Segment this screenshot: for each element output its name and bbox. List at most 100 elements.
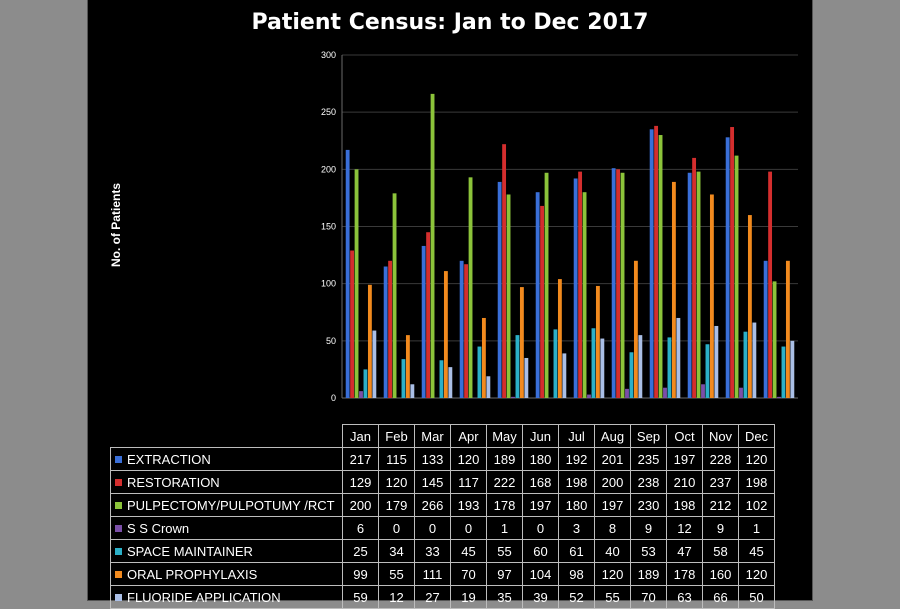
chart-title: Patient Census: Jan to Dec 2017 [251,10,649,35]
y-tick-label: 200 [321,164,336,174]
bar [573,178,578,398]
x-tick-label: Oct [666,424,703,448]
data-label: 120 [378,470,415,494]
table-header-row: Jan Feb Mar Apr May Jun Jul Aug Sep Oct Nov Dec [111,424,775,448]
data-label: 97 [486,562,523,586]
bar [638,335,643,398]
bar [629,352,634,398]
data-label: 238 [630,470,667,494]
data-label: 55 [378,562,415,586]
data-label: 63 [666,585,703,609]
legend-swatch [115,478,122,486]
data-label: 145 [414,470,451,494]
legend-label: ORAL PROPHYLAXIS [127,566,258,582]
bar [687,172,692,398]
data-label: 12 [666,516,703,540]
data-label: 3 [558,516,595,540]
data-label: 193 [450,493,487,517]
bar [785,260,790,398]
data-label: 58 [702,539,739,563]
bar [553,329,558,398]
bar [790,340,795,398]
data-label: 1 [486,516,523,540]
data-label: 237 [702,470,739,494]
data-label: 45 [738,539,775,563]
data-label: 59 [342,585,379,609]
x-tick-label: Apr [450,424,487,448]
bar [676,317,681,398]
data-label: 198 [738,470,775,494]
legend-entry: PULPECTOMY/PULPOTUMY /RCT [110,493,343,517]
plot-area: 0 50 100 150 200 250 300 [321,50,798,403]
table-row: S S Crown 6 0 0 0 1 0 3 8 9 12 9 1 [110,516,775,540]
bar [625,388,629,398]
data-label: 6 [342,516,379,540]
bar [502,144,507,398]
bar [350,250,355,398]
x-tick-label: Nov [702,424,739,448]
bar [511,396,515,398]
legend-entry: FLUORIDE APPLICATION [110,585,343,609]
bar [354,169,359,398]
bar [667,337,672,398]
data-label: 120 [738,447,775,471]
bar [383,266,388,398]
bar [515,335,520,398]
x-tick-label: Mar [414,424,451,448]
bar [448,367,453,398]
data-label: 120 [450,447,487,471]
table-row: ORAL PROPHYLAXIS 99 55 111 70 97 104 98 120 189 17… [110,562,775,586]
bar [481,317,486,398]
data-label: 197 [522,493,559,517]
bar [345,149,350,398]
data-label: 52 [558,585,595,609]
y-tick-label: 300 [321,50,336,60]
bar [506,194,511,398]
bar [696,171,701,398]
y-tick-label: 100 [321,279,336,289]
y-tick-label: 0 [331,393,336,403]
data-label: 111 [414,562,451,586]
data-label: 180 [522,447,559,471]
bar [535,192,540,398]
bar [671,181,676,398]
data-label: 198 [666,493,703,517]
data-label: 8 [594,516,631,540]
bar [768,171,773,398]
bar [392,193,397,398]
data-label: 55 [594,585,631,609]
data-label: 198 [558,470,595,494]
bar [477,346,482,398]
data-label: 178 [486,493,523,517]
x-tick-label: Jan [342,424,379,448]
data-label: 180 [558,493,595,517]
legend-label: SPACE MAINTAINER [127,543,253,559]
legend-entry: SPACE MAINTAINER [110,539,343,563]
legend-label: FLUORIDE APPLICATION [127,589,281,605]
data-label: 201 [594,447,631,471]
data-label: 98 [558,562,595,586]
data-label: 1 [738,516,775,540]
data-label: 70 [450,562,487,586]
x-tick-label: Aug [594,424,631,448]
data-label: 61 [558,539,595,563]
data-label: 179 [378,493,415,517]
data-label: 178 [666,562,703,586]
data-label: 117 [450,470,487,494]
bar [714,325,719,398]
y-tick-label: 250 [321,107,336,117]
x-tick-label: Feb [378,424,415,448]
bar [486,376,491,398]
data-label: 235 [630,447,667,471]
data-label: 200 [342,493,379,517]
bar [524,357,529,398]
data-label: 25 [342,539,379,563]
data-label: 35 [486,585,523,609]
data-label: 66 [702,585,739,609]
bar [421,245,426,398]
bar [777,396,781,398]
data-label: 0 [522,516,559,540]
data-label: 60 [522,539,559,563]
data-label: 217 [342,447,379,471]
data-label: 115 [378,447,415,471]
